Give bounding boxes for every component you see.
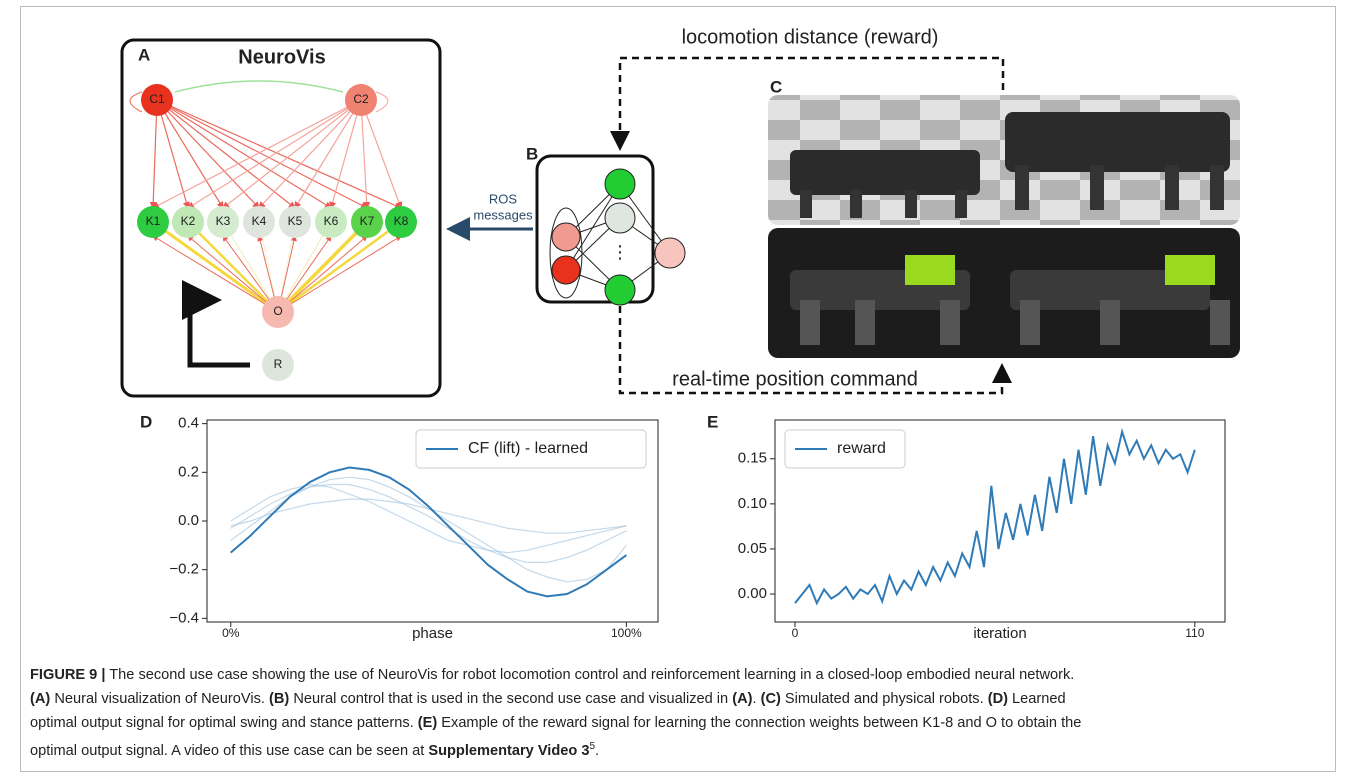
panel-label: A [138, 45, 150, 64]
caption-line: (A) Neural visualization of NeuroVis. (B… [30, 687, 1330, 711]
caption-text: The second use case showing the use of N… [105, 667, 1074, 683]
caption-text: Neural control that is used in the secon… [289, 691, 732, 707]
node-label: K6 [324, 214, 339, 228]
node-label: K2 [181, 214, 196, 228]
panel-label: E [707, 412, 718, 431]
caption-line: FIGURE 9 | The second use case showing t… [30, 663, 1330, 687]
node-label: K3 [216, 214, 231, 228]
caption-text: Example of the reward signal for learnin… [437, 715, 1081, 731]
ros-label: ROS [489, 191, 518, 206]
x-tick-label: 0% [222, 626, 240, 640]
y-tick-label: −0.2 [169, 561, 199, 578]
panel-title: NeuroVis [238, 46, 325, 68]
caption-text: (A) [732, 691, 752, 707]
node-label: K1 [146, 214, 161, 228]
node-label: K8 [394, 214, 409, 228]
loop-label: locomotion distance (reward) [682, 26, 939, 48]
caption-text: optimal output signal for optimal swing … [30, 715, 418, 731]
caption-text: . [595, 743, 599, 759]
y-tick-label: 0.2 [178, 463, 199, 480]
caption-text: (E) [418, 715, 437, 731]
node-label: C1 [149, 92, 165, 106]
panel-label: C [770, 77, 782, 96]
x-axis-label: phase [412, 625, 453, 642]
node-label: C2 [353, 92, 369, 106]
x-tick-label: 110 [1185, 626, 1204, 640]
caption: FIGURE 9 | The second use case showing t… [30, 663, 1330, 763]
panel-label: B [526, 144, 538, 163]
y-tick-label: 0.05 [738, 540, 767, 557]
page: A NeuroVis C1 C2 K1 K2 K3 K4 K5 K6 K7 K8 O R B ⋮ RO… [0, 0, 1358, 783]
caption-text: Supplementary Video 3 [428, 743, 589, 759]
node-label: K5 [288, 214, 303, 228]
legend-label: CF (lift) - learned [468, 440, 588, 457]
y-tick-label: −0.4 [169, 609, 199, 626]
y-tick-label: 0.10 [738, 495, 767, 512]
caption-line: optimal output signal. A video of this u… [30, 735, 1330, 763]
caption-text: (B) [269, 691, 289, 707]
y-tick-label: 0.00 [738, 585, 767, 602]
caption-text: . [752, 691, 760, 707]
node-label: R [274, 357, 283, 371]
x-tick-label: 0 [792, 626, 799, 640]
line [231, 477, 627, 582]
caption-text: (A) [30, 691, 50, 707]
caption-text: Neural visualization of NeuroVis. [50, 691, 269, 707]
caption-text: Learned [1008, 691, 1066, 707]
line [231, 468, 627, 597]
caption-text: Simulated and physical robots. [781, 691, 988, 707]
y-tick-label: 0.4 [178, 415, 199, 432]
panel-label: D [140, 412, 152, 431]
node-label: K4 [252, 214, 267, 228]
x-axis-label: iteration [973, 625, 1026, 642]
loop-label: real-time position command [672, 368, 918, 390]
figure: A NeuroVis C1 C2 K1 K2 K3 K4 K5 K6 K7 K8 O R B ⋮ RO… [0, 0, 1358, 660]
node-label: O [273, 304, 282, 318]
caption-text: (C) [761, 691, 781, 707]
x-tick-label: 100% [611, 626, 642, 640]
robot-photos [768, 95, 1240, 358]
node-label: K7 [360, 214, 375, 228]
ros-label: messages [473, 207, 533, 222]
caption-text: optimal output signal. A video of this u… [30, 743, 428, 759]
svg-text:⋮: ⋮ [611, 242, 629, 262]
y-tick-label: 0.0 [178, 512, 199, 529]
legend-label: reward [837, 440, 886, 457]
caption-text: FIGURE 9 | [30, 667, 105, 683]
caption-line: optimal output signal for optimal swing … [30, 711, 1330, 735]
caption-text: (D) [988, 691, 1008, 707]
y-tick-label: 0.15 [738, 450, 767, 467]
